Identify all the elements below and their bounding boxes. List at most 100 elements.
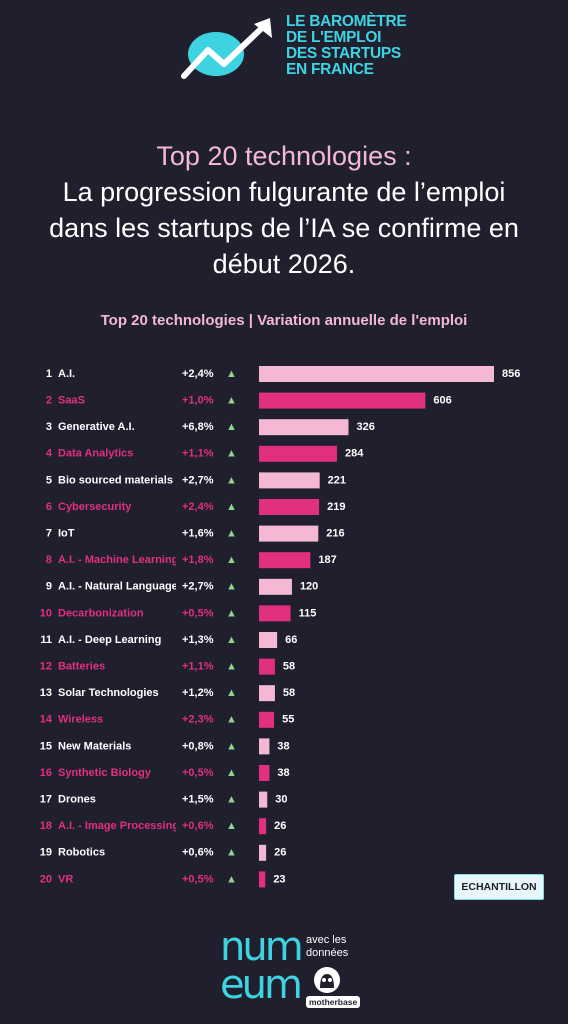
barometre-logo: LE BAROMÈTRE DE L'EMPLOI DES STARTUPS EN… [178, 12, 407, 84]
variation-label: +2,4% [182, 501, 214, 513]
value-label: 187 [318, 554, 336, 566]
category-label: SaaS [58, 395, 85, 407]
bar [259, 658, 275, 675]
bar [259, 552, 311, 569]
trend-up-icon: ▲ [226, 528, 237, 540]
trend-up-icon: ▲ [226, 607, 237, 619]
trend-up-icon: ▲ [226, 448, 237, 460]
trend-up-icon: ▲ [226, 474, 237, 486]
headline-line-2: La progression fulgurante de l’emploi [62, 177, 506, 207]
category-label: Solar Technologies [58, 687, 159, 699]
value-label: 26 [274, 847, 286, 859]
value-label: 856 [502, 368, 520, 380]
bar [259, 685, 275, 702]
variation-label: +2,4% [182, 368, 214, 380]
numeum-line-1: num [220, 924, 304, 970]
value-label: 23 [273, 873, 285, 885]
rank-label: 14 [40, 714, 53, 726]
rank-label: 8 [46, 554, 52, 566]
category-label: Generative A.I. [58, 421, 135, 433]
variation-label: +1,6% [182, 528, 214, 540]
bar [259, 525, 319, 542]
variation-label: +1,2% [182, 687, 214, 699]
trend-up-icon: ▲ [226, 554, 237, 566]
trend-up-icon: ▲ [226, 687, 237, 699]
variation-label: +0,5% [182, 873, 214, 885]
avec-line-1: avec les [306, 934, 347, 946]
value-label: 66 [285, 634, 297, 646]
value-label: 219 [327, 501, 345, 513]
trend-up-icon: ▲ [226, 581, 237, 593]
trend-up-icon: ▲ [226, 740, 237, 752]
value-label: 284 [345, 448, 364, 460]
bar [259, 738, 270, 755]
headline: Top 20 technologies : La progression ful… [0, 138, 568, 282]
value-label: 38 [277, 740, 289, 752]
rank-label: 3 [46, 421, 52, 433]
headline-line-3: dans les startups de l’IA se confirme en [49, 213, 519, 243]
bar [259, 818, 267, 835]
rank-label: 5 [46, 474, 52, 486]
logo-line-2: DE L'EMPLOI [286, 29, 382, 46]
logo-line-3: DES STARTUPS [286, 45, 401, 62]
bar [259, 765, 270, 781]
trend-up-icon: ▲ [226, 395, 237, 407]
category-label: A.I. [58, 368, 75, 380]
trend-up-icon: ▲ [226, 714, 237, 726]
variation-label: +1,1% [182, 661, 214, 673]
variation-label: +2,7% [182, 581, 214, 593]
category-label: Synthetic Biology [58, 767, 152, 779]
variation-label: +0,6% [182, 847, 214, 859]
chart-title: Top 20 technologies | Variation annuelle… [100, 312, 468, 329]
category-label: VR [58, 873, 73, 885]
trend-up-icon: ▲ [226, 847, 237, 859]
category-label: A.I. - Machine Learning [58, 554, 178, 566]
rank-label: 18 [40, 820, 52, 832]
category-label: Robotics [58, 847, 105, 859]
trend-up-icon: ▲ [226, 873, 237, 885]
rank-label: 4 [46, 448, 53, 460]
value-label: 216 [326, 528, 344, 540]
value-label: 30 [275, 794, 287, 806]
logo-line-1: LE BAROMÈTRE [286, 13, 407, 30]
rank-label: 17 [40, 794, 52, 806]
motherbase-mascot-icon [314, 967, 340, 993]
category-label: Decarbonization [58, 607, 144, 619]
trend-up-icon: ▲ [226, 767, 237, 779]
bar [259, 472, 320, 489]
category-label: Drones [58, 794, 96, 806]
echantillon-badge: ECHANTILLON [454, 874, 544, 900]
headline-line-1: Top 20 technologies : [156, 141, 412, 171]
category-label: A.I. - Image Processing [58, 820, 179, 832]
variation-label: +0,5% [182, 767, 214, 779]
variation-label: +2,3% [182, 714, 214, 726]
motherbase-label: motherbase [306, 996, 361, 1008]
logo-text: LE BAROMÈTRE DE L'EMPLOI DES STARTUPS EN… [286, 13, 407, 78]
variation-label: +0,5% [182, 607, 214, 619]
rank-label: 2 [46, 395, 52, 407]
rank-label: 10 [40, 607, 52, 619]
bar [259, 499, 320, 515]
category-label: Cybersecurity [58, 501, 132, 513]
variation-label: +1,3% [182, 634, 214, 646]
value-label: 58 [283, 661, 295, 673]
category-label: New Materials [58, 740, 131, 752]
rank-label: 7 [46, 528, 52, 540]
rank-label: 19 [40, 847, 52, 859]
trend-up-icon: ▲ [226, 421, 237, 433]
footer-logos: num eum avec les données motherbase [220, 924, 361, 1012]
rank-label: 12 [40, 661, 52, 673]
category-label: Batteries [58, 661, 105, 673]
value-label: 38 [277, 767, 289, 779]
variation-label: +6,8% [182, 421, 214, 433]
variation-label: +1,1% [182, 448, 214, 460]
variation-label: +1,5% [182, 794, 214, 806]
bar [259, 419, 349, 436]
bar [259, 605, 291, 622]
bar [259, 871, 266, 888]
bar [259, 366, 494, 382]
value-label: 606 [433, 395, 451, 407]
headline-line-4: début 2026. [212, 249, 356, 279]
numeum-line-2: eum [220, 962, 303, 1008]
